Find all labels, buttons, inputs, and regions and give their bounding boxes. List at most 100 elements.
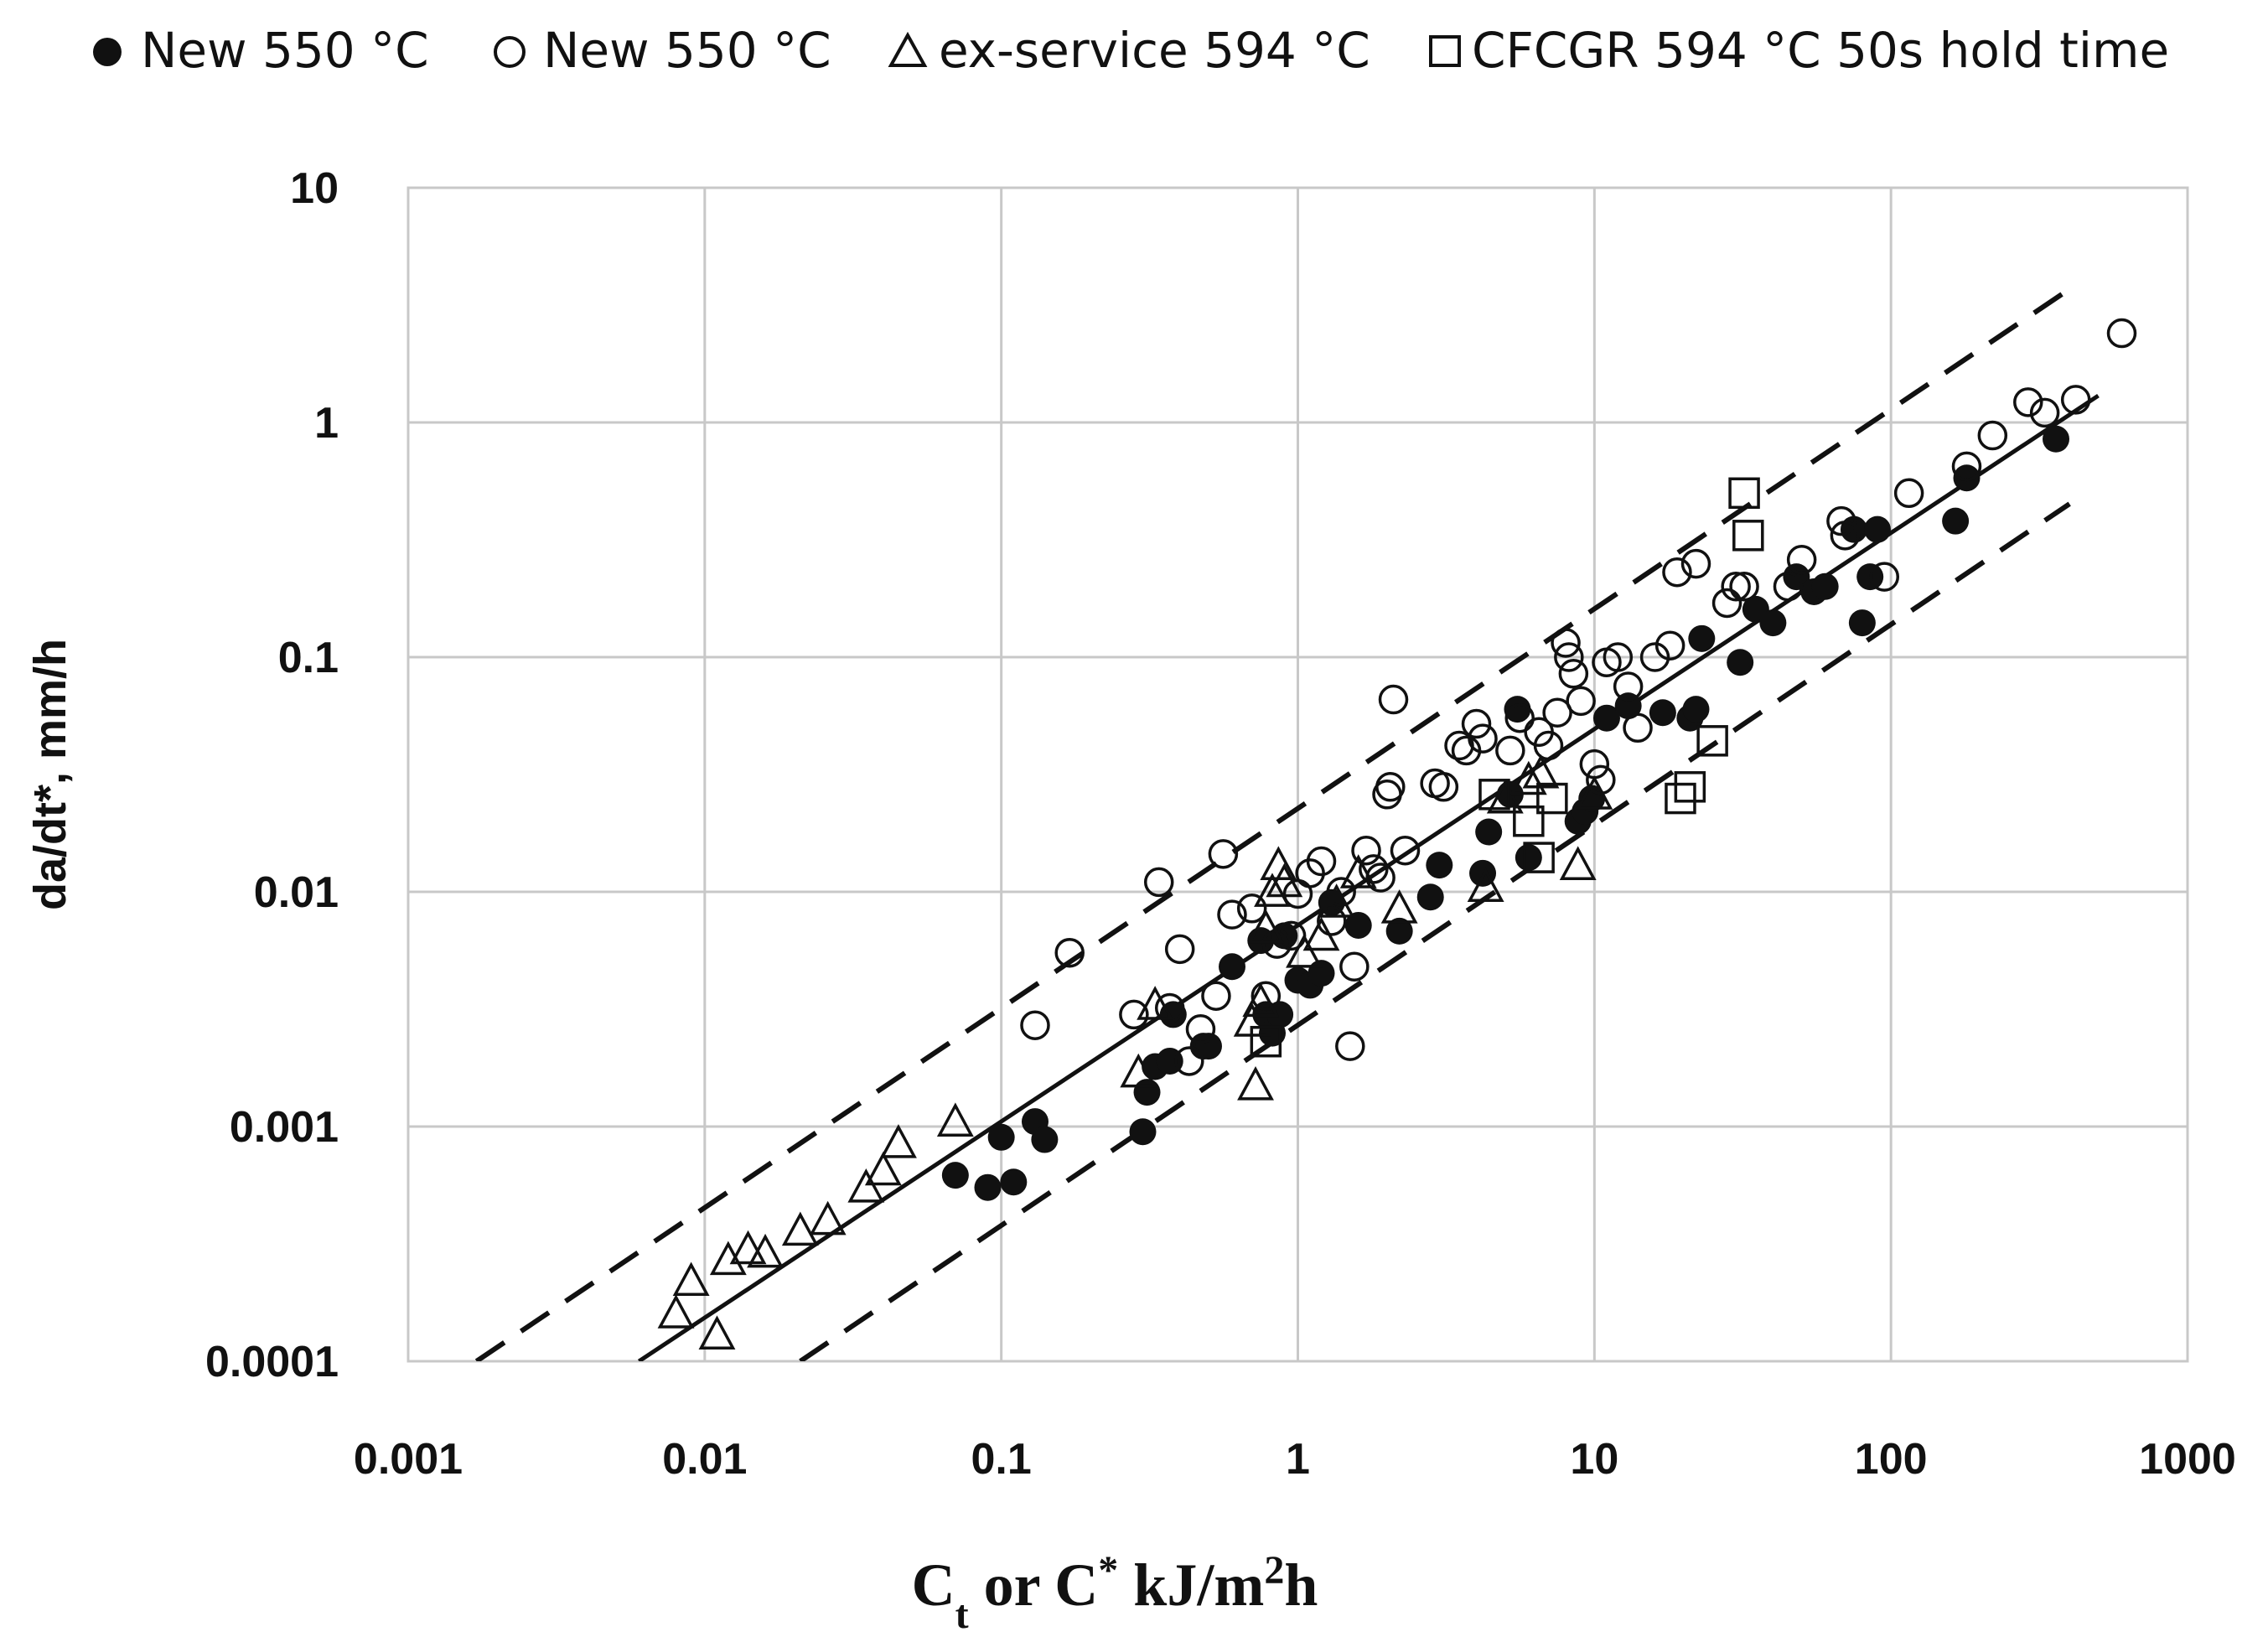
data-point: [1513, 805, 1545, 837]
data-point: [987, 1123, 1015, 1151]
data-point: [1031, 1126, 1059, 1153]
data-point: [2106, 318, 2137, 349]
data-point: [1759, 609, 1787, 637]
legend-label-new-550-open: New 550 °C: [543, 22, 831, 79]
data-point: [1154, 992, 1185, 1023]
data-point: [1665, 782, 1696, 815]
data-point: [1428, 772, 1459, 802]
data-point: [657, 1294, 695, 1329]
data-point: [1504, 702, 1535, 733]
data-point: [941, 1162, 969, 1189]
data-point: [974, 1173, 1002, 1201]
data-point: [1559, 846, 1597, 880]
data-point: [1727, 649, 1754, 676]
data-point: [1495, 735, 1525, 766]
data-point: [1830, 521, 1861, 551]
data-point: [1893, 478, 1924, 509]
data-point: [2029, 397, 2060, 428]
data-point: [1344, 911, 1372, 939]
x-axis-title: Ct or C* kJ/m2h: [912, 1548, 1318, 1637]
data-point: [1554, 642, 1584, 672]
data-point: [1654, 630, 1685, 660]
data-point: [1317, 906, 1347, 936]
data-point: [1461, 708, 1492, 739]
series-open-square: [1250, 477, 1764, 1058]
x-tick-labels: 0.001 0.01 0.1 1 10 100 1000: [354, 1435, 2236, 1484]
data-point: [1335, 1031, 1365, 1061]
data-point: [1542, 697, 1572, 728]
data-point: [1286, 934, 1323, 968]
data-point: [2013, 387, 2043, 417]
data-point: [1137, 986, 1174, 1020]
data-point: [1682, 696, 1710, 723]
data-point: [781, 1211, 819, 1246]
legend-marker-open-triangle: [888, 31, 928, 67]
data-point: [1613, 671, 1644, 702]
y-tick-label: 0.001: [230, 1103, 339, 1152]
y-tick-label: 1: [314, 399, 339, 448]
data-point: [1237, 1066, 1274, 1101]
data-point: [1217, 899, 1247, 930]
data-point: [1977, 420, 2008, 451]
data-point: [1375, 772, 1406, 802]
data-points: [657, 318, 2137, 1349]
data-point: [1680, 548, 1711, 579]
x-tick-label: 0.001: [354, 1435, 463, 1484]
data-point: [1416, 883, 1444, 911]
data-point: [1711, 588, 1742, 619]
data-point: [1326, 877, 1356, 907]
data-point: [1721, 571, 1751, 602]
data-point: [698, 1315, 736, 1349]
data-point: [1339, 951, 1370, 982]
data-point: [1475, 818, 1503, 846]
y-tick-label: 0.01: [254, 868, 339, 917]
data-point: [1365, 863, 1395, 893]
data-point: [1478, 779, 1510, 811]
legend-label-cfcgr: CFCGR 594 °C 50s hold time: [1472, 22, 2169, 79]
legend-label-ex-service: ex-service 594 °C: [939, 22, 1370, 79]
data-point: [729, 1230, 767, 1265]
data-point: [1129, 1118, 1157, 1146]
data-point: [1558, 659, 1589, 689]
legend-marker-open-square: [1429, 35, 1461, 67]
data-point: [1390, 835, 1421, 866]
x-tick-label: 0.1: [971, 1435, 1032, 1484]
data-point: [1302, 916, 1340, 951]
data-point: [1468, 723, 1498, 754]
legend: New 550 °C New 550 °C ex-service 594 °C …: [93, 22, 2169, 79]
data-point: [1688, 624, 1716, 652]
data-point: [936, 1102, 974, 1137]
data-point: [1378, 684, 1409, 715]
data-point: [1251, 981, 1282, 1011]
data-point: [1351, 835, 1381, 866]
x-tick-label: 100: [1855, 1435, 1928, 1484]
data-point: [1773, 571, 1804, 602]
data-point: [1174, 1046, 1204, 1076]
data-point: [1811, 572, 1839, 600]
data-point: [809, 1200, 847, 1236]
data-point: [1509, 760, 1547, 795]
data-point: [1219, 953, 1246, 981]
series-open-circle: [1020, 318, 2137, 1076]
data-point: [1254, 873, 1291, 907]
data-point: [1848, 609, 1876, 637]
data-point: [1951, 451, 1982, 482]
data-point: [1728, 477, 1760, 510]
data-point: [1120, 1053, 1157, 1088]
data-point: [1208, 839, 1239, 869]
data-point: [1623, 712, 1653, 743]
data-point: [1639, 642, 1670, 672]
data-point: [1385, 917, 1413, 945]
data-point: [1194, 1033, 1222, 1060]
legend-label-new-550-filled: New 550 °C: [141, 22, 429, 79]
y-tick-labels: 0.0001 0.001 0.01 0.1 1 10: [205, 164, 339, 1386]
data-point: [1863, 515, 1891, 543]
data-point: [1536, 782, 1568, 815]
data-point: [1826, 505, 1856, 536]
data-point: [1603, 642, 1634, 672]
data-point: [1426, 852, 1453, 879]
data-point: [1649, 699, 1676, 727]
x-tick-label: 1000: [2139, 1435, 2236, 1484]
y-tick-label: 10: [290, 164, 339, 213]
